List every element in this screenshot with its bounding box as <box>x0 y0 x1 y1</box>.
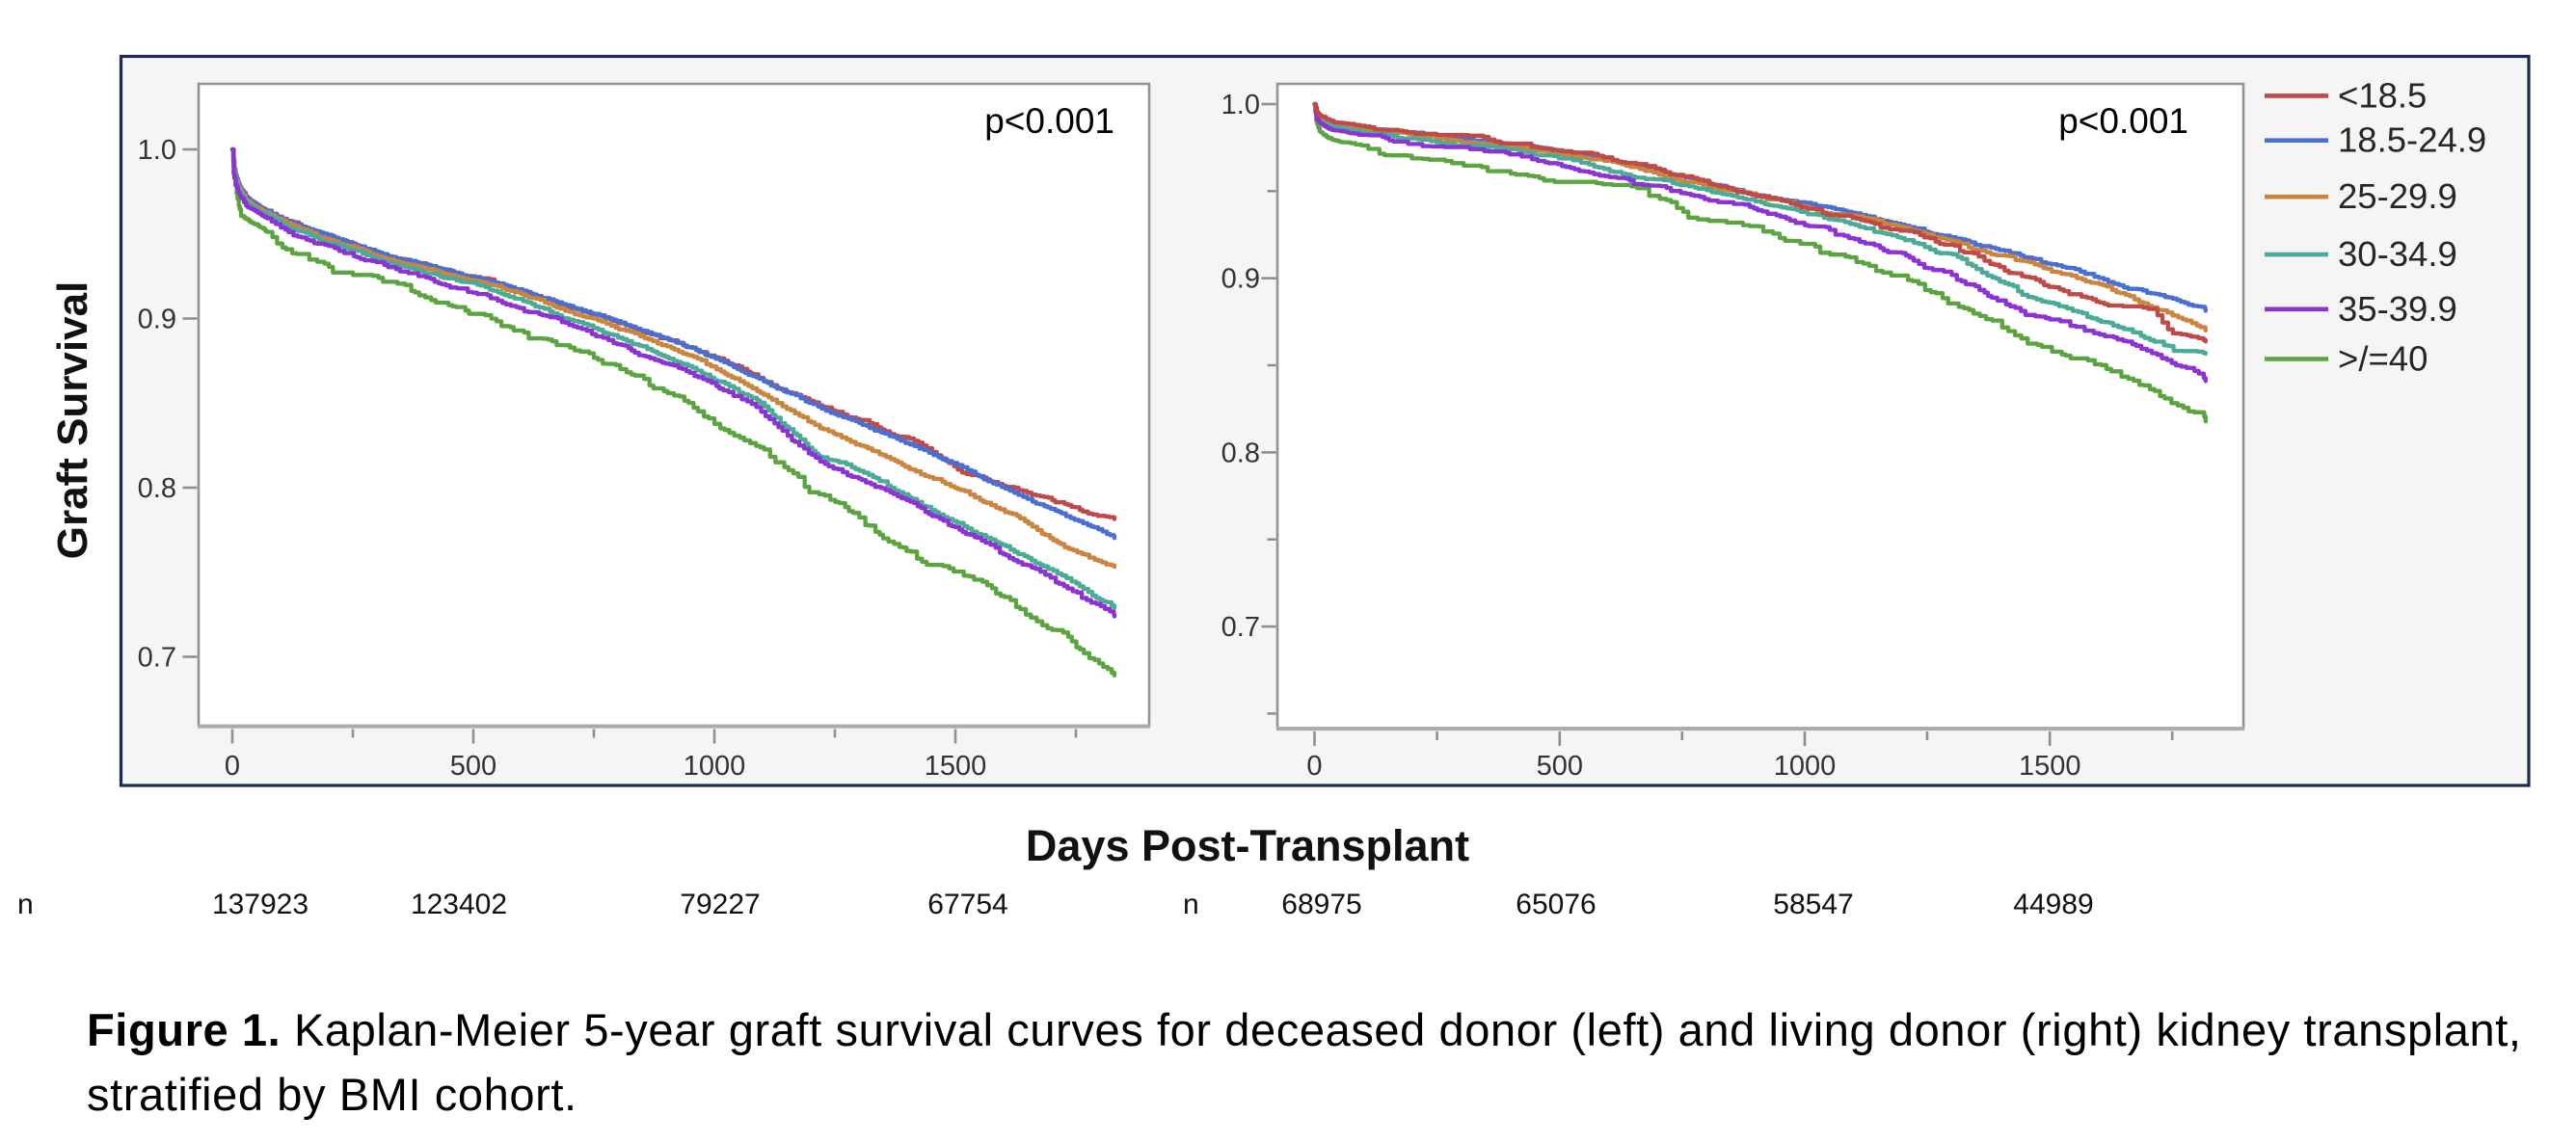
svg-text:18.5-24.9: 18.5-24.9 <box>2338 120 2486 160</box>
svg-text:35-39.9: 35-39.9 <box>2338 289 2457 329</box>
svg-text:65076: 65076 <box>1516 889 1596 920</box>
svg-text:0: 0 <box>225 751 240 782</box>
svg-text:0.9: 0.9 <box>1221 264 1260 295</box>
svg-text:67754: 67754 <box>927 889 1007 920</box>
svg-text:1000: 1000 <box>1774 751 1837 782</box>
svg-text:30-34.9: 30-34.9 <box>2338 234 2457 274</box>
svg-text:25-29.9: 25-29.9 <box>2338 176 2457 216</box>
svg-text:500: 500 <box>450 751 496 782</box>
svg-text:1500: 1500 <box>2019 751 2081 782</box>
svg-text:137923: 137923 <box>212 889 309 920</box>
svg-text:500: 500 <box>1537 751 1583 782</box>
svg-text:<18.5: <18.5 <box>2338 75 2427 115</box>
svg-text:68975: 68975 <box>1281 889 1361 920</box>
svg-text:Graft Survival: Graft Survival <box>49 281 96 560</box>
svg-text:0.8: 0.8 <box>138 473 176 504</box>
svg-text:1500: 1500 <box>925 751 987 782</box>
svg-text:58547: 58547 <box>1773 889 1853 920</box>
svg-text:0.7: 0.7 <box>1221 612 1260 643</box>
svg-text:123402: 123402 <box>411 889 507 920</box>
svg-text:1000: 1000 <box>684 751 746 782</box>
svg-text:0.7: 0.7 <box>138 643 176 674</box>
svg-text:44989: 44989 <box>2013 889 2093 920</box>
svg-text:0.8: 0.8 <box>1221 438 1260 468</box>
svg-text:0.9: 0.9 <box>138 305 176 335</box>
svg-text:p<0.001: p<0.001 <box>984 101 1114 141</box>
svg-text:n: n <box>1183 889 1199 920</box>
svg-text:1.0: 1.0 <box>1221 90 1260 120</box>
svg-text:1.0: 1.0 <box>138 135 176 166</box>
svg-text:Figure 1. Kaplan-Meier 5-year: Figure 1. Kaplan-Meier 5-year graft surv… <box>87 1004 2522 1055</box>
svg-text:stratified by BMI cohort.: stratified by BMI cohort. <box>87 1069 577 1120</box>
svg-text:79227: 79227 <box>680 889 760 920</box>
svg-text:p<0.001: p<0.001 <box>2058 101 2188 141</box>
svg-text:n: n <box>17 889 34 920</box>
svg-text:>/=40: >/=40 <box>2338 339 2428 379</box>
svg-text:0: 0 <box>1306 751 1322 782</box>
svg-text:Days Post-Transplant: Days Post-Transplant <box>1026 821 1469 870</box>
